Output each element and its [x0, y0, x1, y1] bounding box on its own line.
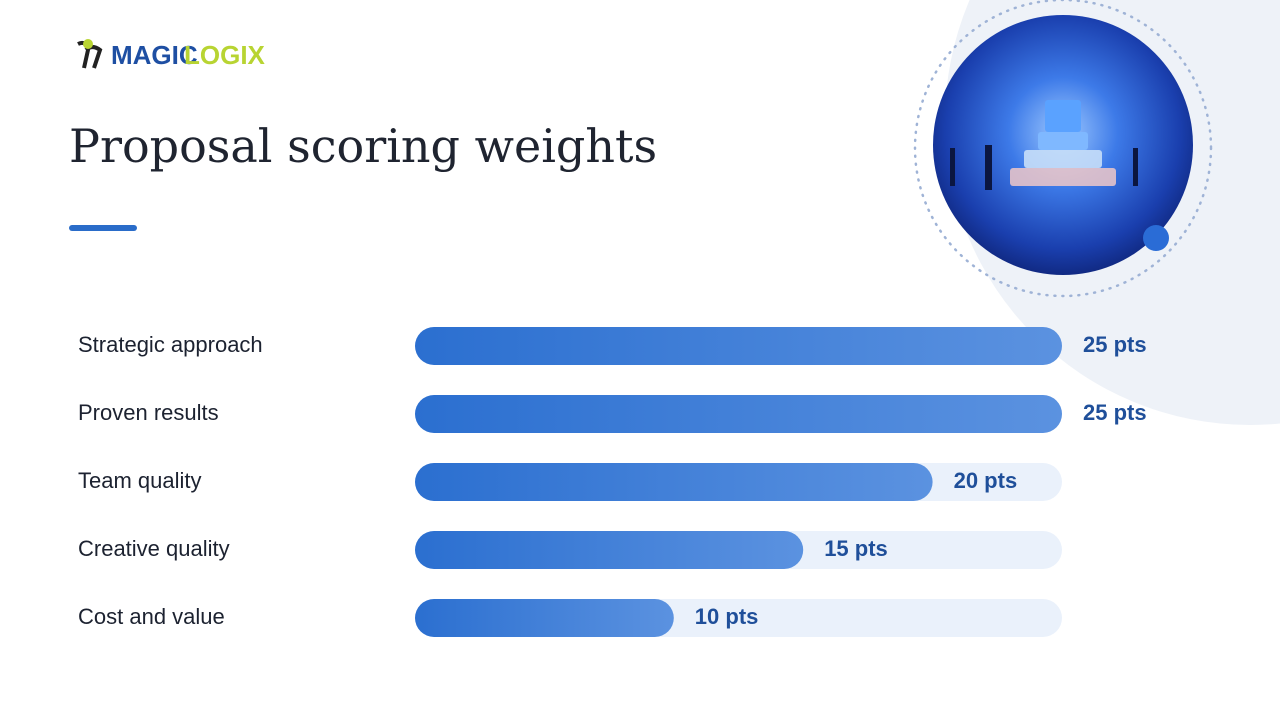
value-label: 20 pts [954, 468, 1018, 493]
category-label: Proven results [78, 400, 219, 425]
value-label: 15 pts [824, 536, 888, 561]
dotted-ring [913, 0, 1213, 298]
accent-dot [1143, 225, 1169, 251]
title-underline [69, 225, 137, 231]
bar [415, 327, 1062, 365]
category-label: Team quality [78, 468, 202, 493]
category-label: Creative quality [78, 536, 230, 561]
chart-title: Proposal scoring weights [69, 119, 657, 173]
logo: MAGIC LOGIX [77, 39, 266, 70]
bar [415, 531, 804, 569]
logo-text: MAGIC [111, 40, 198, 70]
category-label: Strategic approach [78, 332, 263, 357]
value-label: 25 pts [1083, 400, 1147, 425]
bar [415, 463, 933, 501]
value-label: 10 pts [695, 604, 759, 629]
value-label: 25 pts [1083, 332, 1147, 357]
illustration-pyramid [950, 100, 1138, 190]
category-label: Cost and value [78, 604, 225, 629]
bar [415, 395, 1062, 433]
logo-text: LOGIX [184, 40, 266, 70]
bar [415, 599, 674, 637]
